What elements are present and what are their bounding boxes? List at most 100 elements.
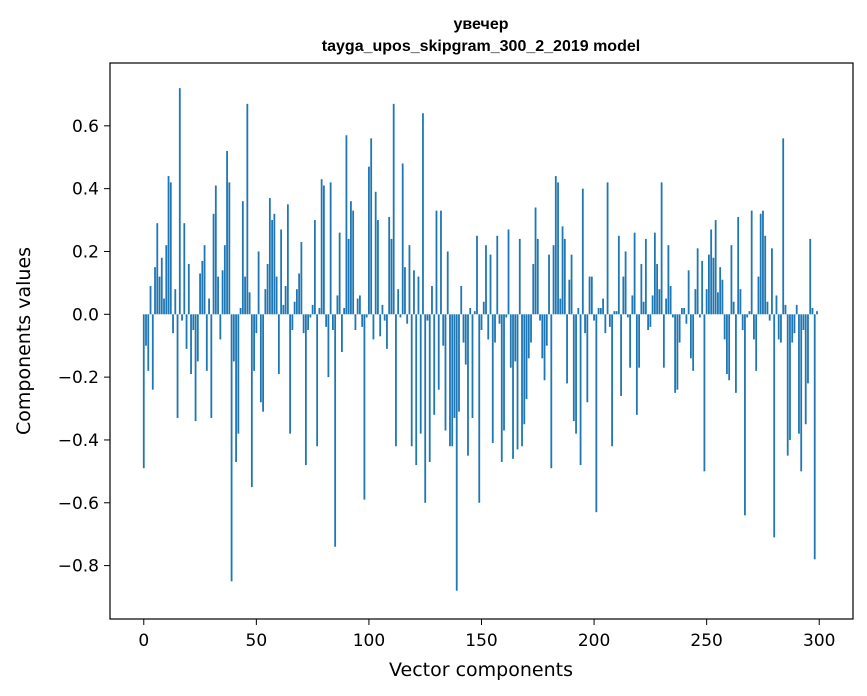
bar: [735, 314, 737, 393]
bar: [503, 314, 505, 431]
bar: [728, 314, 731, 381]
bar: [446, 251, 449, 315]
bar: [334, 314, 337, 547]
bar: [332, 314, 334, 331]
bar: [174, 289, 177, 315]
bar: [512, 314, 514, 459]
bar: [318, 308, 321, 315]
bar: [798, 314, 800, 434]
bar: [341, 314, 343, 352]
bar: [262, 314, 264, 412]
bar: [476, 235, 478, 315]
bar: [453, 314, 456, 418]
bar: [203, 245, 206, 315]
bar: [271, 220, 274, 315]
bar: [145, 314, 147, 346]
bar: [199, 273, 201, 315]
bar: [593, 314, 595, 321]
bar: [651, 295, 654, 315]
y-axis-label: Components values: [13, 247, 35, 435]
bar: [701, 260, 704, 315]
bar: [354, 314, 357, 331]
bar: [372, 314, 375, 340]
bar: [327, 314, 330, 378]
x-tick-label: 0: [138, 631, 149, 651]
bar: [485, 245, 487, 315]
bar: [662, 314, 665, 368]
bar: [237, 314, 240, 434]
x-tick-label: 100: [353, 631, 385, 651]
bar: [703, 314, 706, 472]
bar: [471, 314, 474, 418]
bar: [671, 314, 674, 318]
bar: [676, 314, 679, 390]
bar: [286, 204, 289, 315]
bar: [458, 314, 460, 412]
bar: [786, 314, 789, 456]
bar: [633, 232, 636, 315]
bar: [363, 314, 366, 500]
bar: [795, 304, 798, 315]
bar: [455, 314, 458, 591]
bar: [205, 314, 208, 371]
bar: [399, 314, 402, 318]
bar: [624, 251, 627, 315]
bar: [361, 314, 364, 327]
bar: [417, 276, 420, 315]
bar: [187, 264, 190, 315]
bar: [494, 314, 496, 343]
bar: [302, 314, 305, 334]
bar: [699, 314, 701, 318]
y-tick-label: −0.2: [58, 368, 99, 388]
bar: [696, 248, 699, 315]
bar: [329, 182, 332, 315]
bar: [543, 314, 546, 381]
bar: [435, 210, 438, 315]
bar: [782, 138, 785, 315]
bar: [194, 314, 197, 422]
bar: [813, 314, 816, 560]
bar: [201, 260, 204, 315]
bar: [480, 314, 483, 331]
bar: [660, 182, 663, 315]
bar: [793, 314, 796, 334]
bar: [322, 185, 325, 315]
bar: [392, 103, 395, 315]
bar: [521, 314, 523, 447]
bar: [336, 295, 339, 315]
bar: [462, 314, 465, 343]
bar: [295, 289, 298, 315]
bar: [307, 314, 310, 331]
bar: [257, 251, 260, 315]
plot-frame: [109, 62, 854, 620]
bar: [746, 314, 749, 318]
bar: [584, 314, 586, 334]
bar: [356, 298, 359, 315]
bar: [183, 223, 186, 315]
y-tick-label: 0.2: [72, 242, 99, 262]
bar: [590, 276, 593, 315]
bar: [730, 245, 733, 315]
bar: [241, 201, 244, 315]
bar: [154, 267, 156, 315]
bar: [559, 298, 562, 315]
bar: [259, 314, 262, 403]
x-tick-label: 300: [803, 631, 835, 651]
bar: [390, 238, 393, 315]
bar: [181, 314, 183, 321]
bar: [602, 298, 604, 315]
bar: [649, 314, 652, 327]
bar: [248, 292, 251, 315]
bar: [464, 314, 467, 365]
bar: [665, 298, 668, 315]
bar: [678, 314, 681, 343]
bar: [379, 314, 382, 337]
bar: [309, 314, 312, 318]
bar: [253, 314, 255, 371]
bar: [726, 314, 728, 374]
bar: [478, 314, 481, 503]
bar: [223, 245, 226, 315]
bar: [500, 314, 503, 462]
bar: [757, 276, 760, 315]
bar: [210, 314, 213, 418]
